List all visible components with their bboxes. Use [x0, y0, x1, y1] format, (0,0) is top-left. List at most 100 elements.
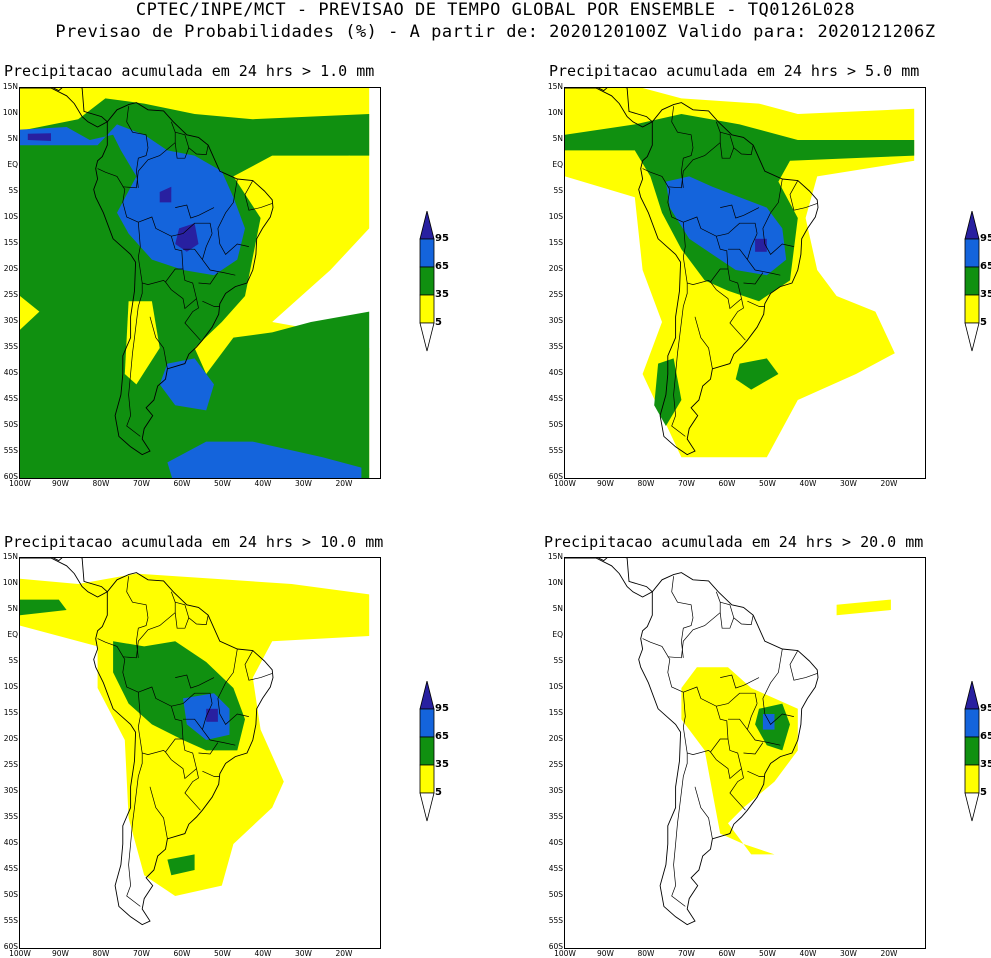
precip-area-purple: [159, 186, 172, 203]
lon-tick-label: 50W: [214, 479, 231, 488]
country-border: [126, 283, 143, 437]
colorbar-green: [964, 266, 980, 296]
country-border: [710, 281, 742, 310]
precip-area-blue: [167, 441, 362, 478]
lat-tick-label: 30S: [548, 316, 563, 325]
country-border: [719, 142, 735, 159]
lat-tick-label: 5N: [7, 134, 18, 143]
country-border: [694, 316, 713, 369]
colorbar-label: 5: [980, 787, 987, 798]
country-border: [122, 591, 176, 659]
country-border: [137, 222, 183, 285]
country-border: [171, 222, 213, 237]
country-border: [710, 751, 742, 780]
country-border: [747, 770, 765, 777]
lat-tick-label: 40S: [548, 368, 563, 377]
colorbar-yellow: [419, 764, 435, 794]
precip-area-green: [20, 98, 370, 478]
lon-tick-label: 80W: [637, 949, 655, 958]
probability-map-1: [19, 87, 381, 479]
lon-tick-label: 90W: [597, 949, 614, 958]
lat-tick-label: 10S: [548, 212, 563, 221]
lon-tick-label: 20W: [335, 949, 353, 958]
lon-tick-label: 70W: [678, 949, 695, 958]
country-border: [694, 786, 713, 839]
lat-tick-label: 5N: [552, 134, 563, 143]
lat-tick-label: 25S: [548, 290, 563, 299]
country-border: [126, 576, 149, 658]
country-border: [789, 650, 818, 681]
country-border: [671, 753, 688, 907]
lon-tick-label: 40W: [799, 479, 817, 488]
lon-tick-label: 100W: [9, 479, 31, 488]
lon-tick-label: 50W: [214, 949, 231, 958]
colorbar-label: 65: [980, 261, 991, 272]
lat-tick-label: 10N: [2, 578, 18, 587]
lat-tick-label: 60S: [3, 942, 18, 951]
lat-tick-label: 15N: [547, 82, 563, 91]
lat-tick-label: 10S: [3, 212, 18, 221]
lat-tick-label: 15N: [2, 82, 18, 91]
country-border: [642, 638, 684, 693]
country-border: [716, 222, 758, 237]
precip-area-yellow: [836, 599, 891, 616]
lat-tick-label: 5S: [8, 186, 18, 195]
colorbar-label: 65: [435, 261, 449, 272]
country-border: [743, 742, 764, 755]
central-america-coast: [565, 558, 654, 598]
country-border: [671, 283, 688, 437]
lat-tick-label: 40S: [548, 838, 563, 847]
lon-tick-label: 90W: [52, 949, 69, 958]
country-border: [747, 703, 781, 746]
lat-tick-label: 50S: [548, 890, 563, 899]
lon-tick-label: 20W: [335, 479, 353, 488]
country-border: [682, 692, 728, 755]
colorbar-label: 35: [435, 759, 449, 770]
lat-tick-label: 55S: [548, 446, 563, 455]
colorbar-bottom-triangle: [964, 792, 980, 822]
country-border: [667, 121, 721, 189]
country-border: [719, 612, 735, 629]
lat-tick-label: 10N: [547, 108, 563, 117]
precip-area-green: [735, 358, 779, 390]
colorbar-4: [964, 680, 980, 827]
lat-tick-label: 25S: [3, 290, 18, 299]
lat-tick-label: 15S: [3, 708, 18, 717]
lat-tick-label: EQ: [552, 160, 563, 169]
lat-tick-label: 35S: [3, 342, 18, 351]
lon-tick-label: 60W: [718, 949, 736, 958]
lat-tick-label: 20S: [3, 264, 18, 273]
lat-tick-label: 60S: [3, 472, 18, 481]
lat-tick-label: EQ: [7, 630, 18, 639]
lat-tick-label: 10N: [2, 108, 18, 117]
country-border: [642, 168, 684, 223]
lon-tick-label: 80W: [637, 479, 655, 488]
colorbar-label: 95: [980, 703, 991, 714]
colorbar-label: 95: [435, 233, 449, 244]
lat-tick-label: 55S: [548, 916, 563, 925]
panel-title-1: Precipitacao acumulada em 24 hrs > 1.0 m…: [4, 62, 375, 80]
colorbar-label: 5: [980, 317, 987, 328]
lon-tick-label: 80W: [92, 479, 110, 488]
colorbar-top-triangle: [419, 680, 435, 710]
central-america-coast: [20, 88, 109, 128]
country-border: [175, 674, 215, 689]
lat-tick-label: 20S: [3, 734, 18, 743]
country-border: [198, 742, 219, 755]
country-border: [762, 178, 794, 255]
probability-map-4: [564, 557, 926, 949]
colorbar-yellow: [419, 294, 435, 324]
lon-tick-label: 70W: [133, 479, 150, 488]
lon-tick-label: 40W: [254, 949, 272, 958]
lat-tick-label: 45S: [3, 864, 18, 873]
lat-tick-label: 15N: [2, 552, 18, 561]
lat-tick-label: 20S: [548, 734, 563, 743]
colorbar-label: 65: [980, 731, 991, 742]
colorbar-2: [964, 210, 980, 357]
colorbar-1: [419, 210, 435, 357]
lon-tick-label: 60W: [718, 479, 736, 488]
panel-title-3: Precipitacao acumulada em 24 hrs > 10.0 …: [4, 533, 384, 551]
lat-tick-label: 10S: [3, 682, 18, 691]
lat-tick-label: 60S: [548, 472, 563, 481]
precip-area-blue: [762, 714, 775, 730]
